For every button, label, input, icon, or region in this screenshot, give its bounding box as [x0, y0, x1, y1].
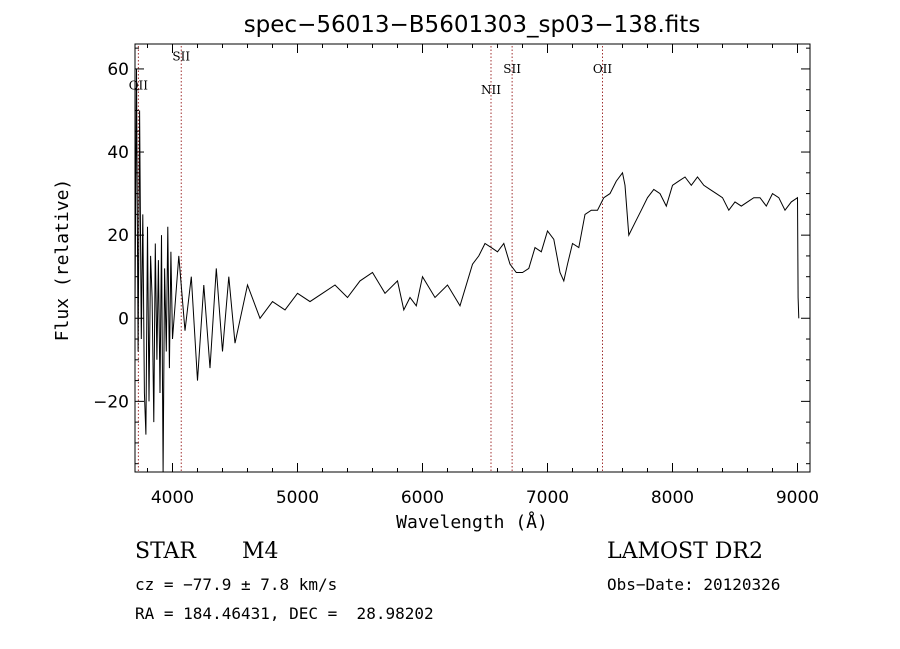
plot-frame [134, 43, 811, 473]
obs-date: Obs−Date: 20120326 [607, 575, 781, 594]
y-axis-label: Flux (relative) [52, 179, 73, 342]
emission-line-label: OII [129, 79, 149, 93]
emission-line-label: OII [593, 62, 613, 76]
chart-title: spec−56013−B5601303_sp03−138.fits [244, 12, 701, 38]
x-tick-label: 5000 [276, 488, 319, 508]
x-axis-label: Wavelength (Å) [396, 511, 548, 533]
coordinates-readout: RA = 184.46431, DEC = 28.98202 [135, 604, 434, 623]
emission-line-label: SII [172, 50, 190, 64]
redshift-readout: cz = −77.9 ± 7.8 km/s [135, 575, 338, 594]
survey-label: LAMOST DR2 [607, 539, 763, 564]
x-tick-label: 4000 [151, 488, 194, 508]
x-tick-label: 9000 [776, 488, 819, 508]
plot-area: 4000 5000 6000 7000 8000 9000−200204060OIISII… [93, 43, 819, 508]
x-tick-label: 8000 [651, 488, 694, 508]
y-tick-label: 20 [107, 226, 129, 246]
y-tick-label: −20 [93, 392, 129, 412]
x-tick-label: 7000 [526, 488, 569, 508]
object-subclass: M4 [242, 539, 279, 564]
y-tick-label: 0 [118, 309, 129, 329]
spectrum-line [134, 68, 800, 473]
y-tick-label: 60 [107, 60, 129, 80]
x-tick-label: 6000 [401, 488, 444, 508]
object-class: STAR [135, 539, 196, 564]
emission-line-label: NII [481, 83, 501, 97]
emission-line-label: SII [503, 62, 521, 76]
y-tick-label: 40 [107, 143, 129, 163]
